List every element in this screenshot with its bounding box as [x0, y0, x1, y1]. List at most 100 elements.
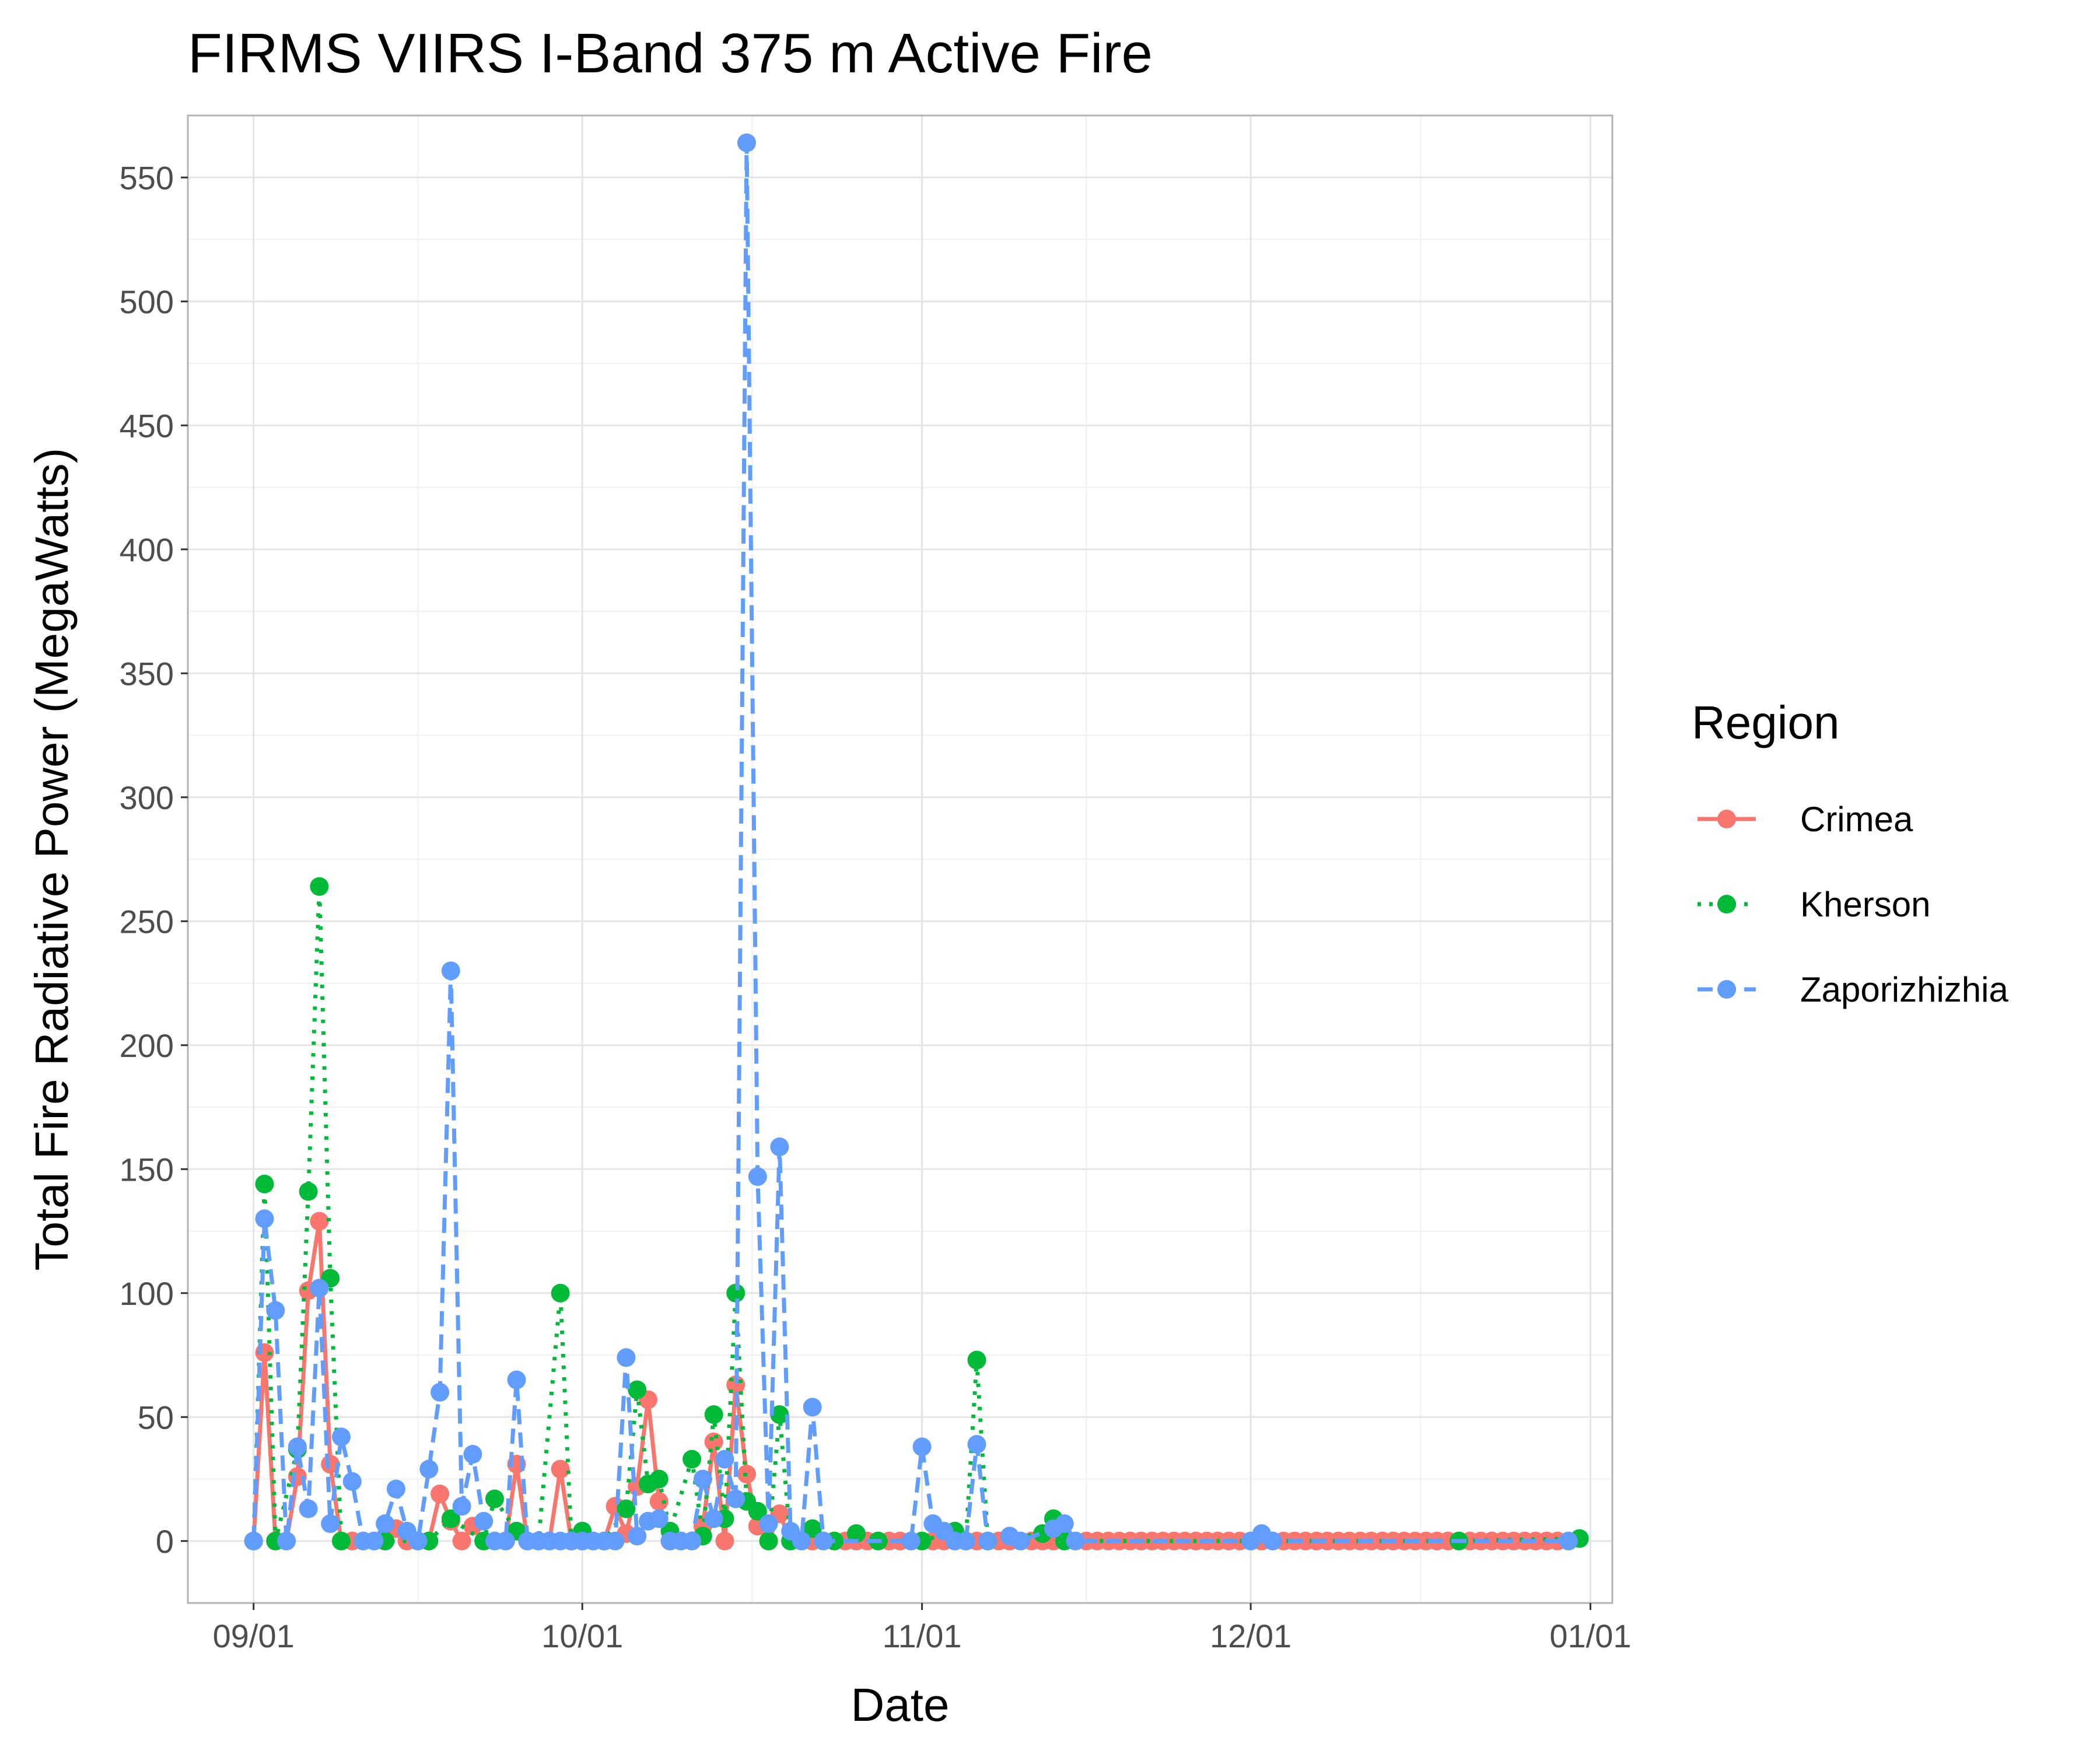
data-point [1066, 1531, 1085, 1550]
data-point [628, 1380, 647, 1399]
data-point [649, 1492, 668, 1511]
data-point [310, 1212, 329, 1231]
data-point [649, 1469, 668, 1489]
x-axis-title: Date [851, 1679, 950, 1731]
y-tick-label: 450 [120, 407, 174, 444]
data-point [649, 1509, 668, 1528]
series-layer [244, 133, 1589, 1550]
data-point [463, 1445, 482, 1464]
x-tick-label: 10/01 [541, 1618, 623, 1654]
data-point [693, 1469, 712, 1489]
legend-label: Crimea [1800, 800, 1913, 839]
series-zaporizhizhia [244, 133, 1578, 1550]
legend-key-point [1717, 980, 1736, 999]
y-tick-label: 100 [120, 1275, 174, 1312]
y-tick-label: 150 [120, 1151, 174, 1188]
data-point [628, 1527, 647, 1546]
data-point [770, 1405, 789, 1424]
legend: Region Crimea Kherson Zaporizhizhia [1692, 696, 2008, 1009]
data-point [441, 1509, 460, 1528]
y-tick-label: 500 [120, 284, 174, 320]
data-point [737, 133, 757, 152]
data-point [956, 1531, 975, 1550]
x-tick-label: 11/01 [883, 1618, 962, 1654]
legend-key-point [1717, 810, 1736, 828]
y-tick-label: 50 [138, 1399, 174, 1436]
data-point [704, 1509, 723, 1528]
series-line [251, 141, 1569, 1544]
data-point [617, 1499, 636, 1518]
data-point [299, 1182, 318, 1201]
x-axis: 09/01 10/01 11/01 12/01 01/01 [213, 1603, 1632, 1654]
data-point [266, 1301, 285, 1320]
data-point [726, 1489, 746, 1508]
y-tick-label: 550 [120, 159, 174, 196]
data-point [726, 1283, 746, 1303]
legend-label: Zaporizhizhia [1800, 970, 2008, 1009]
data-point [485, 1489, 504, 1508]
data-point [430, 1382, 450, 1402]
data-point [978, 1531, 998, 1550]
y-tick-label: 300 [120, 779, 174, 816]
y-tick-label: 250 [120, 903, 174, 940]
data-point [748, 1502, 767, 1521]
data-point [1263, 1531, 1282, 1550]
grid-minor [188, 115, 1612, 1604]
data-point [759, 1514, 778, 1533]
data-point [551, 1283, 570, 1303]
data-point [408, 1531, 428, 1550]
data-point [310, 877, 329, 896]
data-point [967, 1435, 986, 1454]
data-point [419, 1460, 439, 1479]
data-point [748, 1167, 767, 1186]
chart-title: FIRMS VIIRS I-Band 375 m Active Fire [188, 22, 1153, 85]
legend-title: Region [1692, 696, 1840, 748]
data-point [441, 961, 460, 981]
data-point [846, 1524, 866, 1543]
legend-item-crimea: Crimea [1698, 800, 1913, 839]
data-point [255, 1174, 274, 1194]
y-tick-label: 200 [120, 1027, 174, 1064]
legend-key-point [1717, 895, 1736, 914]
data-point [803, 1398, 822, 1417]
data-point [1055, 1514, 1074, 1533]
data-point [770, 1138, 789, 1156]
data-point [244, 1531, 263, 1550]
data-point [551, 1460, 570, 1479]
data-point [496, 1531, 515, 1550]
legend-item-kherson: Kherson [1698, 885, 1930, 924]
legend-label: Kherson [1800, 885, 1930, 924]
x-tick-label: 09/01 [213, 1618, 295, 1654]
data-point [299, 1499, 318, 1518]
data-point [682, 1531, 702, 1550]
x-tick-label: 01/01 [1549, 1618, 1631, 1654]
y-tick-label: 0 [156, 1523, 174, 1560]
data-point [617, 1348, 636, 1367]
data-point [452, 1531, 471, 1550]
data-point [452, 1497, 471, 1516]
data-point [342, 1472, 362, 1491]
data-point [704, 1432, 723, 1451]
data-point [912, 1437, 932, 1457]
data-point [814, 1531, 833, 1550]
data-point [759, 1531, 778, 1550]
data-point [507, 1370, 526, 1390]
y-axis-title: Total Fire Radiative Power (MegaWatts) [26, 448, 78, 1271]
y-tick-label: 400 [120, 531, 174, 568]
data-point [310, 1279, 329, 1298]
data-point [376, 1514, 395, 1533]
plot-border [187, 114, 1614, 1604]
data-point [715, 1531, 734, 1550]
legend-item-zaporizhizhia: Zaporizhizhia [1698, 970, 2008, 1009]
data-point [792, 1531, 811, 1550]
data-point [321, 1514, 340, 1533]
data-point [277, 1531, 296, 1550]
y-axis: 0 50 100 150 200 250 300 350 400 450 500 550 [120, 159, 188, 1560]
data-point [365, 1531, 384, 1550]
data-point [331, 1427, 351, 1447]
data-point [704, 1405, 723, 1424]
data-point [288, 1437, 307, 1457]
data-point [901, 1531, 921, 1550]
data-point [803, 1519, 822, 1538]
